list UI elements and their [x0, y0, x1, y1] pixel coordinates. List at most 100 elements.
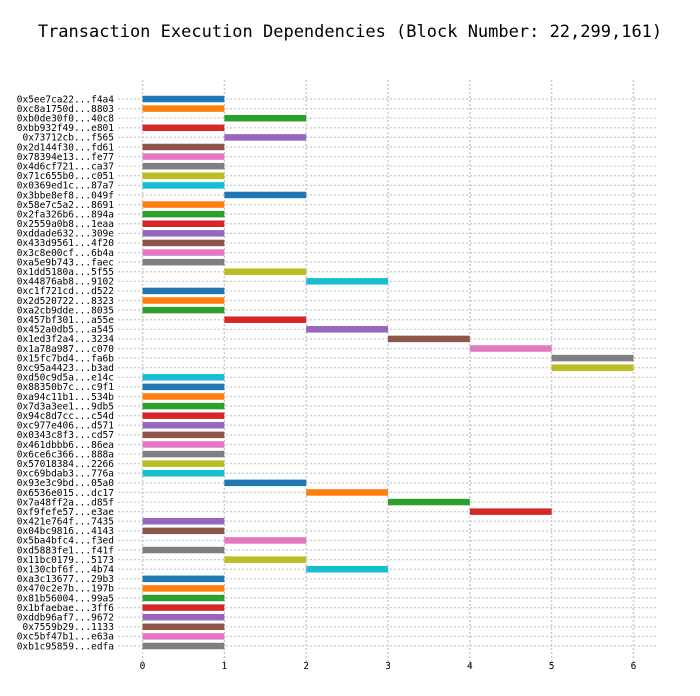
- transaction-bar: [142, 546, 225, 554]
- y-tick-label: 0xbb932f49...e801: [17, 123, 115, 134]
- transaction-bar: [142, 182, 225, 189]
- y-tick-label: 0x2d520722...8323: [17, 296, 114, 307]
- y-tick-label: 0x452a0db5...a545: [17, 325, 114, 336]
- y-tick-label: 0x78394e13...fe77: [17, 152, 114, 163]
- transaction-bar: [142, 239, 225, 247]
- transaction-bar: [142, 594, 225, 602]
- transaction-bar: [224, 134, 307, 141]
- transaction-bar: [142, 287, 225, 295]
- transaction-bar: [142, 172, 225, 180]
- y-tick-label: 0x1dd5180a...5f55: [17, 267, 114, 278]
- y-tick-label: 0x6536e015...dc17: [17, 488, 114, 499]
- y-tick-label: 0xd5883fe1...f41f: [17, 545, 114, 556]
- y-tick-label: 0x94c8d7cc...c54d: [17, 411, 114, 422]
- transaction-bar: [551, 364, 634, 371]
- transaction-bar: [306, 326, 388, 333]
- transaction-bar: [142, 422, 225, 429]
- y-tick-label: 0x421e764f...7435: [17, 517, 114, 528]
- transaction-bar: [142, 153, 225, 160]
- transaction-bar: [142, 575, 225, 583]
- x-tick-label: 0: [140, 661, 146, 672]
- y-tick-label: 0x88350b7c...c9f1: [17, 382, 115, 393]
- y-tick-label: 0x457bf301...a55e: [17, 315, 115, 326]
- transaction-bar: [142, 210, 225, 218]
- transaction-bar: [142, 623, 225, 631]
- y-tick-label: 0x3bbe8ef8...049f: [17, 190, 114, 201]
- transaction-bar: [224, 191, 307, 199]
- transaction-bar: [388, 498, 470, 506]
- transaction-bar: [142, 249, 225, 256]
- transaction-bar: [142, 604, 225, 611]
- transaction-bar: [142, 460, 225, 467]
- transaction-bar: [142, 383, 225, 391]
- transaction-bar: [142, 431, 225, 439]
- y-tick-label: 0x93e3c9bd...05a0: [17, 478, 115, 489]
- transaction-bar: [142, 441, 225, 448]
- transaction-bar: [142, 517, 225, 525]
- y-tick-label: 0x04bc9816...4143: [17, 526, 114, 537]
- y-tick-label: 0x5ba4bfc4...f3ed: [17, 536, 114, 547]
- y-tick-label: 0x2fa326b6...894a: [17, 209, 114, 220]
- y-tick-label: 0xc8a1750d...8803: [17, 104, 114, 115]
- transaction-bar: [142, 613, 225, 621]
- transaction-bar: [142, 105, 225, 112]
- y-tick-label: 0x2d144f30...fd61: [17, 142, 115, 153]
- y-tick-label: 0xddade632...309e: [17, 229, 115, 240]
- transaction-bar: [142, 306, 225, 314]
- transaction-bar: [469, 345, 552, 352]
- y-tick-label: 0x470c2e7b...197b: [17, 584, 115, 595]
- transaction-bar: [142, 527, 225, 535]
- y-tick-label: 0xc977e406...d571: [17, 421, 115, 432]
- y-tick-label: 0x7d3a3ee1...9db5: [17, 401, 114, 412]
- y-tick-label: 0xc95a4423...b3ad: [17, 363, 114, 374]
- y-tick-label: 0xb0de30f0...40c8: [17, 113, 115, 124]
- y-tick-label: 0x57018384...2266: [17, 459, 115, 470]
- x-tick-label: 2: [303, 661, 309, 672]
- y-tick-label: 0x44876ab8...9102: [17, 277, 114, 288]
- transaction-bar: [224, 479, 307, 487]
- x-tick-label: 4: [467, 661, 473, 672]
- transaction-bar: [142, 633, 225, 640]
- y-tick-label: 0x1ed3f2a4...3234: [17, 334, 115, 345]
- y-tick-label: 0xa3c13677...29b3: [17, 574, 114, 585]
- y-tick-label: 0xf9fefe57...e3ae: [17, 507, 115, 518]
- y-tick-label: 0xd50c9d5a...e14c: [17, 373, 114, 384]
- y-tick-label: 0x130cbf6f...4b74: [17, 565, 115, 576]
- transaction-bar: [142, 374, 225, 381]
- y-tick-label: 0x73712cb...f565: [22, 133, 114, 144]
- chart-title: Transaction Execution Dependencies (Bloc…: [37, 22, 663, 42]
- transaction-bar: [224, 556, 307, 563]
- transaction-bar: [142, 201, 225, 208]
- y-tick-label: 0x71c655b0...c051: [17, 171, 115, 182]
- y-tick-label: 0xa2cb9dde...8035: [17, 305, 114, 316]
- transaction-bar: [469, 508, 552, 515]
- y-tick-label: 0x433d9561...4f20: [17, 238, 115, 249]
- transaction-bar: [306, 489, 388, 496]
- y-tick-label: 0xb1c95859...edfa: [17, 641, 114, 652]
- transaction-bar: [142, 470, 225, 477]
- transaction-bar: [142, 124, 225, 132]
- y-tick-label: 0x0343c8f3...cd57: [17, 430, 114, 441]
- transaction-bar: [306, 565, 388, 573]
- transaction-bar: [142, 297, 225, 304]
- transaction-bar: [142, 450, 225, 458]
- y-tick-label: 0x7559b29...1133: [22, 622, 114, 633]
- y-tick-label: 0xc5bf47b1...e63a: [17, 632, 114, 643]
- y-tick-label: 0xa94c11b1...534b: [17, 392, 115, 403]
- transaction-bar: [142, 230, 225, 237]
- transaction-bar: [142, 642, 225, 650]
- x-tick-label: 6: [631, 661, 637, 672]
- transaction-bar: [306, 278, 388, 285]
- y-tick-label: 0x11bc0179...5173: [17, 555, 114, 566]
- x-tick-labels: 0 1 2 3 4 5 6: [140, 661, 637, 672]
- y-tick-label: 0x15fc7bd4...fa6b: [17, 353, 115, 364]
- y-tick-label: 0x7a48ff2a...d85f: [17, 497, 114, 508]
- x-tick-label: 3: [385, 661, 391, 672]
- x-tick-label: 5: [549, 661, 555, 672]
- transaction-bar: [224, 316, 307, 323]
- transaction-bar: [142, 402, 225, 410]
- y-tick-label: 0x5ee7ca22...f4a4: [17, 94, 115, 105]
- transaction-bar: [224, 114, 307, 122]
- y-tick-label: 0x1a78a987...c070: [17, 344, 115, 355]
